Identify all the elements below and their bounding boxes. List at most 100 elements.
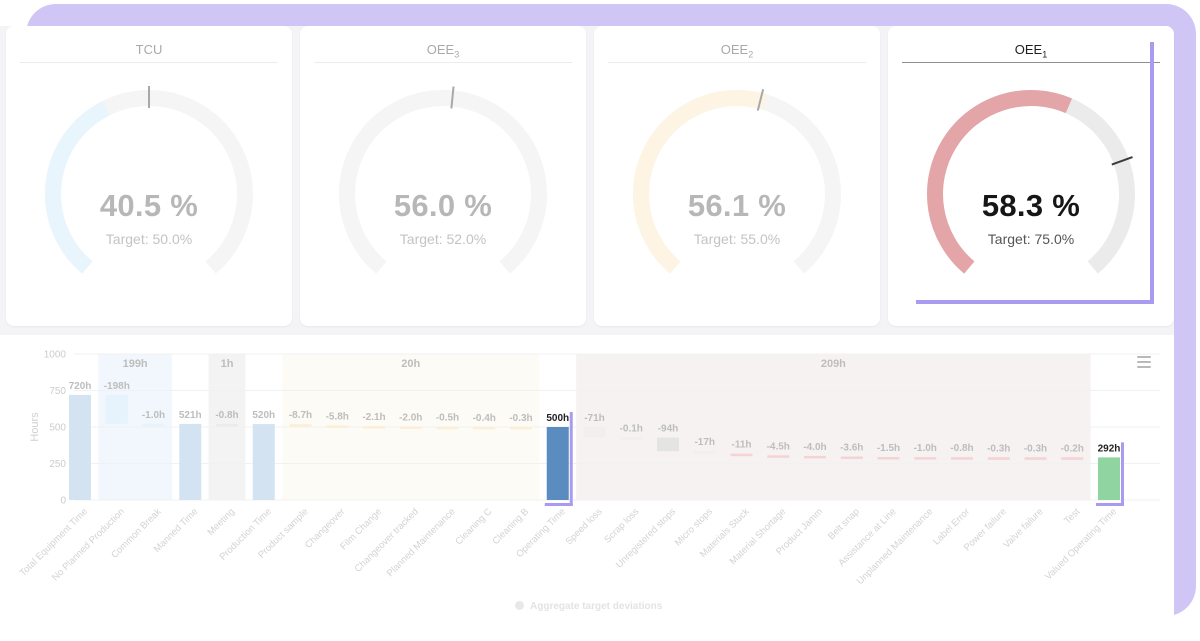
waterfall-chart: 199h 1h 20h 209h 1000 750 500 250 0 Hours 720h -198…: [18, 350, 1160, 587]
waterfall-bar[interactable]: [877, 457, 900, 460]
waterfall-bar[interactable]: [546, 427, 569, 500]
kpi-value: 56.1 %: [687, 188, 787, 223]
legend-dot-icon: [515, 601, 524, 610]
y-tick-label: 500: [49, 423, 66, 434]
selection-indicator: [569, 412, 573, 506]
gauge-oee3: [339, 86, 547, 274]
y-axis-label: Hours: [29, 412, 41, 442]
bar-value-label: -0.3h: [509, 413, 532, 424]
kpi-card-oee1[interactable]: OEE1 58.3 % Target: 75.0%: [888, 26, 1174, 326]
waterfall-bar[interactable]: [252, 424, 275, 500]
gauge-value-arc: [927, 90, 1073, 274]
bar-value-label: -4.0h: [803, 442, 826, 453]
waterfall-bar[interactable]: [657, 437, 679, 452]
bar-value-label: 520h: [252, 410, 275, 421]
bar-value-label: -4.5h: [767, 441, 790, 452]
kpi-title: OEE1: [1014, 42, 1048, 60]
bar-value-label: -0.5h: [436, 413, 459, 424]
chart-menu-icon[interactable]: [1137, 356, 1151, 368]
y-tick-label: 750: [49, 386, 66, 397]
y-tick-label: 250: [49, 459, 66, 470]
bar-value-label: -0.3h: [1024, 443, 1047, 454]
group-total-label: 199h: [123, 358, 148, 370]
kpi-card-oee3[interactable]: OEE3 56.0 % Target: 52.0%: [300, 26, 586, 326]
waterfall-bar[interactable]: [105, 394, 128, 424]
bar-value-label: -2.1h: [362, 412, 385, 423]
bar-value-label: 720h: [69, 381, 92, 392]
kpi-value: 40.5 %: [99, 188, 199, 223]
kpi-target: Target: 55.0%: [693, 231, 781, 247]
x-tick-label: Total Equipment Time: [18, 506, 90, 578]
gauge-value-arc: [45, 101, 110, 274]
waterfall-bar[interactable]: [216, 423, 238, 427]
gauge-oee2: [633, 88, 841, 274]
selection-indicator: [1121, 442, 1124, 506]
bar-value-label: -1.0h: [142, 410, 165, 421]
waterfall-bar[interactable]: [840, 456, 863, 459]
waterfall-bar[interactable]: [1098, 457, 1120, 500]
kpi-value: 56.0 %: [393, 188, 493, 223]
waterfall-bar[interactable]: [399, 426, 422, 429]
bar-value-label: -94h: [658, 424, 679, 435]
waterfall-bar[interactable]: [583, 427, 606, 438]
y-tick-label: 0: [60, 496, 66, 507]
bar-value-label: -0.8h: [215, 410, 238, 421]
bar-value-label: 521h: [179, 410, 202, 421]
selection-indicator: [916, 300, 1154, 304]
kpi-card-tcu[interactable]: TCU 40.5 % Target: 50.0%: [6, 26, 292, 326]
kpi-divider: [902, 62, 1160, 63]
group-total-label: 20h: [401, 358, 420, 370]
bar-value-label: -1.0h: [914, 443, 937, 454]
bar-value-label: 292h: [1098, 443, 1121, 454]
waterfall-bar[interactable]: [142, 423, 165, 427]
waterfall-bar[interactable]: [289, 424, 312, 427]
kpi-title: OEE2: [720, 42, 754, 60]
waterfall-bar[interactable]: [1024, 457, 1047, 460]
x-tick-label: Belt snap: [826, 506, 862, 542]
legend-label: Aggregate target deviations: [530, 601, 663, 612]
waterfall-bar[interactable]: [730, 453, 753, 457]
bar-value-label: -5.8h: [326, 411, 349, 422]
waterfall-bar[interactable]: [987, 457, 1010, 460]
gauge-oee1: [927, 90, 1135, 274]
group-total-label: 1h: [221, 358, 234, 370]
waterfall-bar[interactable]: [951, 457, 973, 460]
group-total-label: 209h: [821, 358, 846, 370]
waterfall-bar[interactable]: [69, 394, 91, 500]
kpi-value: 58.3 %: [981, 188, 1081, 223]
gauge-value-arc: [633, 90, 768, 274]
gauge-tcu: [45, 86, 253, 274]
bar-value-label: -17h: [694, 437, 715, 448]
waterfall-bar[interactable]: [914, 457, 937, 460]
waterfall-bar[interactable]: [179, 423, 202, 500]
gauge-target-marker: [756, 88, 765, 111]
waterfall-bar[interactable]: [363, 426, 385, 429]
waterfall-bar[interactable]: [693, 451, 716, 454]
selection-indicator: [1150, 42, 1154, 304]
selection-indicator: [1096, 503, 1124, 506]
x-tick-label: No Planned Production: [50, 506, 127, 583]
waterfall-bar[interactable]: [473, 426, 496, 430]
x-tick-label: Valve failure: [1001, 506, 1045, 550]
x-tick-label: Unplanned Maintenance: [855, 506, 936, 587]
selection-indicator: [544, 503, 573, 506]
kpi-divider: [20, 62, 278, 63]
waterfall-bar[interactable]: [326, 425, 349, 428]
bar-value-label: -0.2h: [1061, 443, 1084, 454]
x-tick-label: Planned Maintenance: [385, 506, 458, 579]
chart-legend[interactable]: Aggregate target deviations: [515, 601, 662, 612]
waterfall-bar[interactable]: [804, 455, 826, 459]
kpi-divider: [314, 62, 572, 63]
kpi-card-oee2[interactable]: OEE2 56.1 % Target: 55.0%: [594, 26, 880, 326]
waterfall-bar[interactable]: [620, 437, 643, 440]
kpi-title: TCU: [135, 42, 163, 57]
bar-value-label: -0.4h: [473, 413, 496, 424]
bar-value-label: -1.5h: [877, 443, 900, 454]
gauge-target-marker: [1111, 156, 1133, 166]
waterfall-bar[interactable]: [767, 455, 790, 458]
waterfall-bar[interactable]: [436, 426, 459, 430]
waterfall-bar[interactable]: [1061, 457, 1084, 460]
y-tick-label: 1000: [44, 350, 67, 361]
bar-value-label: -3.6h: [840, 442, 863, 453]
waterfall-bar[interactable]: [510, 426, 532, 430]
